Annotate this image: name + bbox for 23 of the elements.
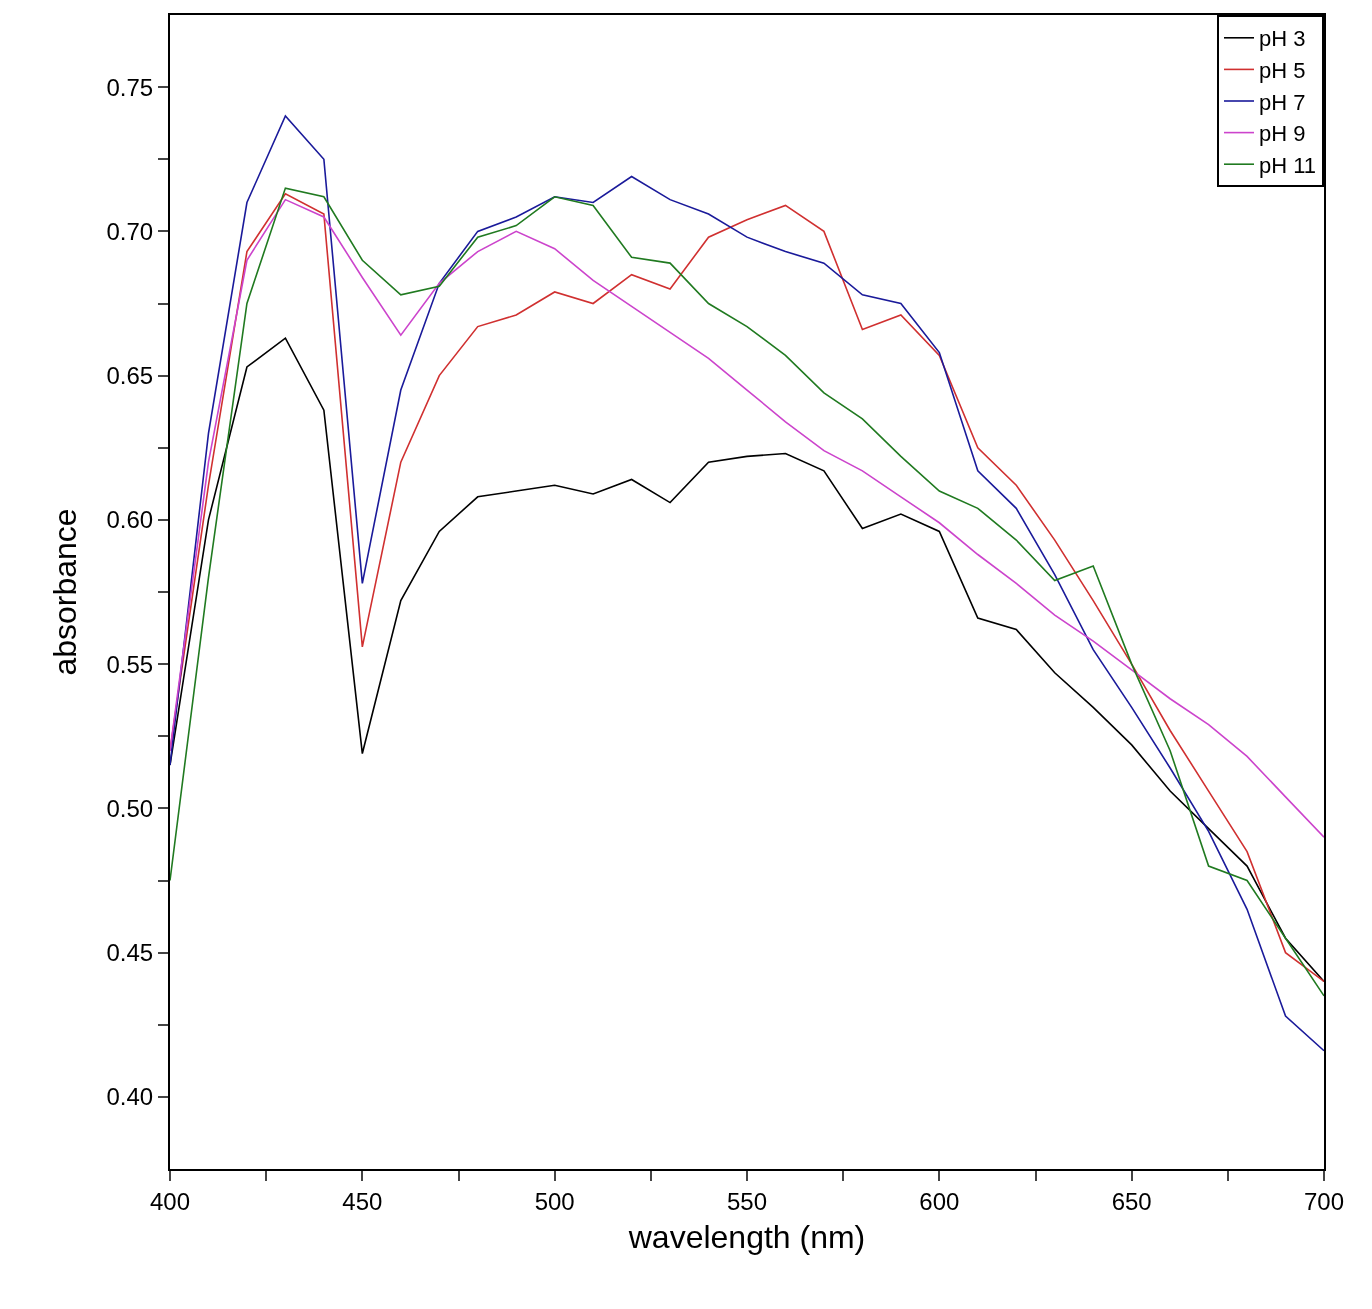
y-tick-label: 0.65 xyxy=(106,362,154,390)
y-tick-label: 0.75 xyxy=(106,73,154,101)
y-tick-label: 0.40 xyxy=(106,1083,154,1111)
legend-label: pH 3 xyxy=(1259,26,1306,52)
legend-label: pH 9 xyxy=(1259,121,1306,147)
legend-label: pH 11 xyxy=(1259,152,1317,178)
x-axis-title: wavelength (nm) xyxy=(627,1219,866,1256)
y-tick-label: 0.60 xyxy=(106,506,154,534)
y-tick-label: 0.70 xyxy=(106,217,154,245)
legend-label: pH 7 xyxy=(1259,89,1306,115)
y-tick-label: 0.50 xyxy=(106,794,154,822)
x-tick-label: 600 xyxy=(919,1187,960,1215)
x-tick-label: 550 xyxy=(726,1187,768,1215)
x-tick-label: 700 xyxy=(1303,1187,1345,1215)
x-tick-label: 450 xyxy=(342,1187,383,1215)
legend-label: pH 5 xyxy=(1259,57,1306,83)
x-tick-label: 650 xyxy=(1111,1187,1152,1215)
x-tick-label: 500 xyxy=(534,1187,575,1215)
y-tick-label: 0.45 xyxy=(106,939,154,967)
x-tick-label: 400 xyxy=(149,1187,191,1215)
y-tick-label: 0.55 xyxy=(106,650,154,678)
y-axis-title: absorbance xyxy=(47,508,84,676)
line-series xyxy=(170,198,1324,839)
